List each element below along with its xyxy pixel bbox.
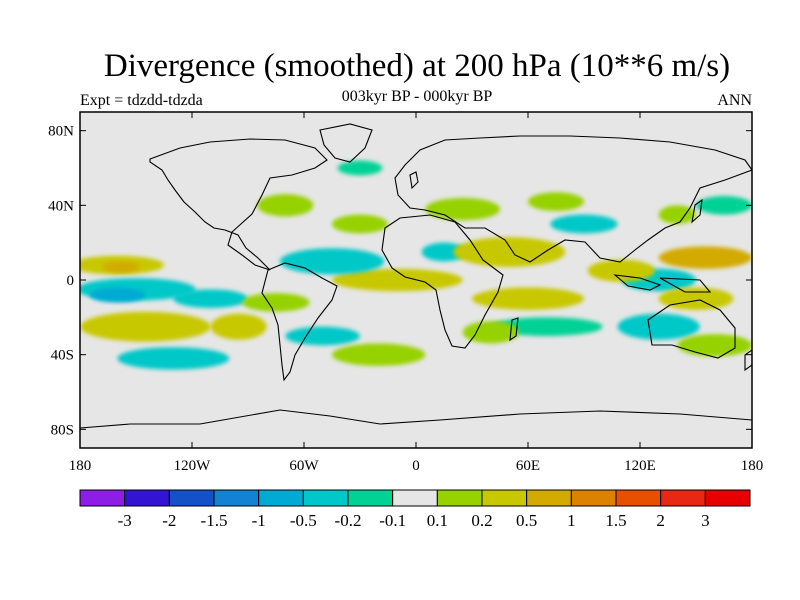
colorbar-swatch	[615, 489, 662, 507]
colorbar-label: -0.5	[290, 511, 317, 530]
y-tick-label: 80S	[51, 422, 74, 438]
divergence-region	[617, 313, 700, 340]
colorbar-swatch	[258, 489, 304, 507]
divergence-region	[587, 259, 655, 282]
latitude-axis: 80N 40N 0 40S 80S	[48, 124, 752, 438]
colorbar-label: -2	[162, 511, 176, 530]
colorbar-label: 0.2	[471, 511, 492, 530]
divergence-region	[658, 205, 696, 225]
x-tick-label: 180	[741, 458, 764, 474]
divergence-region	[117, 347, 230, 370]
coastline-uk	[409, 171, 419, 190]
divergence-region	[210, 313, 267, 340]
colorbar-label: 2	[656, 511, 665, 530]
coastlines	[80, 123, 752, 429]
coastline-south-america	[261, 262, 338, 382]
divergence-region	[528, 192, 584, 211]
divergence-region	[550, 214, 618, 234]
colorbar-swatch	[436, 489, 483, 507]
colorbar-label: -1.5	[201, 511, 228, 530]
colorbar-swatch	[526, 489, 572, 507]
colorbar-swatch	[570, 489, 617, 507]
coastline-japan	[691, 198, 703, 224]
colorbar-label: -0.2	[335, 511, 362, 530]
coastline-new-zealand	[744, 349, 752, 372]
colorbar-label: -0.1	[379, 511, 406, 530]
coastline-indonesia	[613, 274, 712, 293]
divergence-region	[462, 321, 519, 344]
divergence-region	[257, 194, 314, 217]
colorbar-label: 0.5	[516, 511, 537, 530]
divergence-region	[285, 326, 360, 346]
coastline-eurasia	[394, 135, 752, 263]
colorbar-label: 1.5	[605, 511, 626, 530]
map-title: Divergence (smoothed) at 200 hPa (10**6 …	[103, 48, 731, 84]
divergence-region	[453, 237, 566, 267]
longitude-axis: 180 120W 60W 0 60E 120E 180	[69, 112, 764, 474]
colorbar: -3 -2 -1.5 -1 -0.5 -0.2 -0.1 0.1 0.2 0.5 1 1.5 2 3	[79, 489, 751, 530]
colorbar-swatch	[302, 489, 349, 507]
colorbar-swatch	[124, 489, 170, 507]
colorbar-swatch	[213, 489, 260, 507]
divergence-region	[472, 287, 584, 310]
y-tick-label: 80N	[48, 124, 74, 140]
coastline-greenland	[319, 123, 373, 163]
colorbar-swatch	[392, 489, 438, 507]
y-tick-label: 0	[67, 273, 75, 289]
divergence-region	[279, 248, 385, 275]
colorbar-label: 1	[567, 511, 576, 530]
divergence-region	[102, 261, 140, 273]
divergence-region	[658, 246, 752, 269]
season-label: ANN	[717, 92, 752, 109]
coastline-north-america	[149, 138, 328, 271]
divergence-region	[80, 311, 211, 342]
coastline-antarctica	[80, 409, 752, 429]
x-tick-label: 120E	[624, 458, 656, 474]
x-tick-label: 60E	[516, 458, 540, 474]
divergence-region	[490, 317, 603, 336]
y-tick-label: 40S	[51, 348, 74, 364]
divergence-region	[89, 287, 146, 303]
divergence-region	[337, 160, 383, 176]
y-tick-label: 40N	[48, 198, 74, 214]
divergence-region	[658, 287, 734, 310]
coastline-madagascar	[509, 317, 519, 342]
colorbar-swatch	[79, 489, 126, 507]
colorbar-swatch	[347, 489, 394, 507]
colorbar-swatch	[168, 489, 215, 507]
coastline-africa	[381, 214, 504, 349]
experiment-label: Expt = tdzdd-tdzda	[80, 92, 203, 109]
x-tick-label: 60W	[289, 458, 319, 474]
divergence-region	[696, 196, 752, 215]
x-tick-label: 0	[412, 458, 420, 474]
x-tick-label: 120W	[174, 458, 212, 474]
colorbar-label: -3	[118, 511, 132, 530]
colorbar-swatch	[481, 489, 528, 507]
colorbar-swatch	[704, 489, 751, 507]
divergence-region	[332, 214, 388, 234]
colorbar-swatch	[660, 489, 706, 507]
divergence-region	[421, 242, 467, 262]
divergence-region	[242, 293, 310, 312]
divergence-region	[332, 343, 426, 366]
colorbar-label: 3	[701, 511, 710, 530]
divergence-region	[173, 289, 248, 308]
colorbar-label: -1	[252, 511, 266, 530]
coastline-australia	[647, 299, 736, 359]
map-subtitle: 003kyr BP - 000kyr BP	[341, 88, 493, 105]
colorbar-label: 0.1	[427, 511, 448, 530]
x-tick-label: 180	[69, 458, 92, 474]
divergence-region	[677, 334, 752, 357]
